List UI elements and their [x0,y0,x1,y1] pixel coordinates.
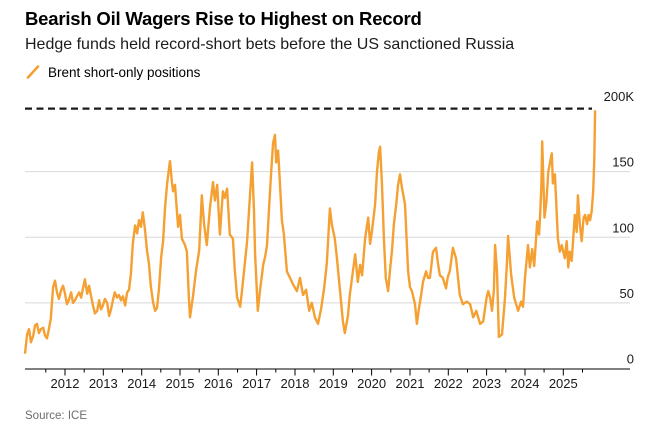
x-axis-label: 2021 [396,376,425,391]
y-axis-label: 0 [627,352,634,367]
x-axis-label: 2020 [357,376,386,391]
y-axis-label: 50 [620,286,634,301]
slash-icon [26,65,40,79]
x-axis-label: 2015 [166,376,195,391]
x-axis-label: 2018 [281,376,310,391]
x-axis-label: 2014 [127,376,156,391]
data-line-brent-short-only-positions [23,110,597,354]
legend-label: Brent short-only positions [48,64,201,80]
y-axis-label: 100 [612,220,634,235]
x-axis-label: 2012 [51,376,80,391]
x-axis-label: 2017 [242,376,271,391]
x-axis-label: 2025 [549,376,578,391]
legend: Brent short-only positions [25,64,200,80]
x-axis-label: 2016 [204,376,233,391]
page-title: Bearish Oil Wagers Rise to Highest on Re… [25,8,422,29]
source-note: Source: ICE [25,410,87,422]
y-axis-label: 150 [612,155,634,170]
x-axis-label: 2024 [511,376,540,391]
chart-subtitle: Hedge funds held record-short bets befor… [25,36,515,53]
x-axis-label: 2022 [434,376,463,391]
x-axis-label: 2013 [89,376,118,391]
x-axis-label: 2023 [472,376,501,391]
x-axis-label: 2019 [319,376,348,391]
y-axis-label: 200K [604,89,635,104]
